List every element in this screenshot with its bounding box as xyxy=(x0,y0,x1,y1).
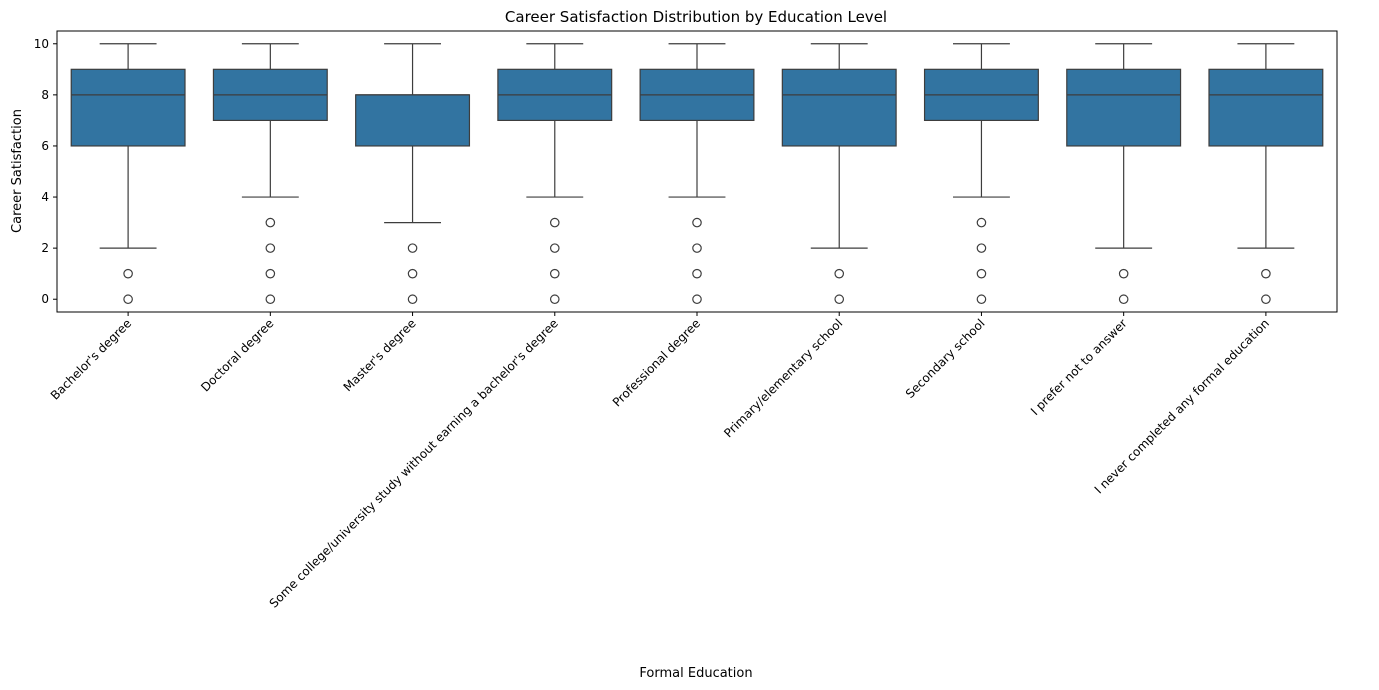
y-tick-label: 10 xyxy=(34,37,49,51)
outlier-point xyxy=(549,243,560,253)
outlier-point xyxy=(834,294,845,305)
plot-area: 0 2 4 6 8 10 Bachelor's degree Doctoral degree M… xyxy=(34,30,1338,611)
x-tick-label: Primary/elementary school xyxy=(721,316,845,440)
x-axis-label: Formal Education xyxy=(639,666,752,681)
outlier-point xyxy=(549,217,560,228)
outlier-point xyxy=(123,268,133,279)
box-iqr xyxy=(1208,68,1324,147)
y-tick-label: 8 xyxy=(41,88,49,102)
outlier-point xyxy=(976,217,987,228)
outlier-point xyxy=(692,294,702,305)
x-tick-label: Some college/university study without ea… xyxy=(267,316,561,610)
outlier-point xyxy=(407,268,418,279)
outlier-point xyxy=(265,268,276,279)
y-tick-label: 0 xyxy=(41,292,49,306)
chart-title: Career Satisfaction Distribution by Educ… xyxy=(505,8,887,26)
y-tick-label: 4 xyxy=(41,190,49,204)
box-iqr xyxy=(1066,68,1182,147)
outlier-point xyxy=(834,268,845,279)
outlier-point xyxy=(692,217,702,228)
x-tick-label: Professional degree xyxy=(610,316,703,409)
outlier-point xyxy=(265,294,276,305)
outlier-point xyxy=(976,294,987,305)
y-tick-label: 6 xyxy=(41,139,49,153)
outlier-point xyxy=(265,217,276,228)
outlier-point xyxy=(265,243,276,253)
outlier-point xyxy=(976,268,987,279)
box-iqr xyxy=(70,68,186,147)
outlier-point xyxy=(1118,294,1129,305)
x-tick-label: I prefer not to answer xyxy=(1028,316,1130,418)
y-tick-label: 2 xyxy=(41,241,49,255)
outlier-point xyxy=(1261,294,1271,305)
box-iqr xyxy=(355,94,471,147)
outlier-point xyxy=(976,243,987,253)
outlier-point xyxy=(692,243,702,253)
outlier-point xyxy=(407,243,418,253)
x-tick-label: Secondary school xyxy=(903,316,988,401)
box-iqr xyxy=(781,68,897,147)
x-tick-label: Master's degree xyxy=(341,316,419,394)
outlier-point xyxy=(549,294,560,305)
outlier-point xyxy=(407,294,418,305)
outlier-point xyxy=(549,268,560,279)
x-tick-label: Bachelor's degree xyxy=(48,316,134,402)
outlier-point xyxy=(1261,268,1271,279)
outlier-point xyxy=(1118,268,1129,279)
x-tick-label: I never completed any formal education xyxy=(1092,316,1272,496)
y-axis-label: Career Satisfaction xyxy=(10,109,25,233)
outlier-point xyxy=(692,268,702,279)
outlier-point xyxy=(123,294,133,305)
x-tick-label: Doctoral degree xyxy=(198,316,276,394)
